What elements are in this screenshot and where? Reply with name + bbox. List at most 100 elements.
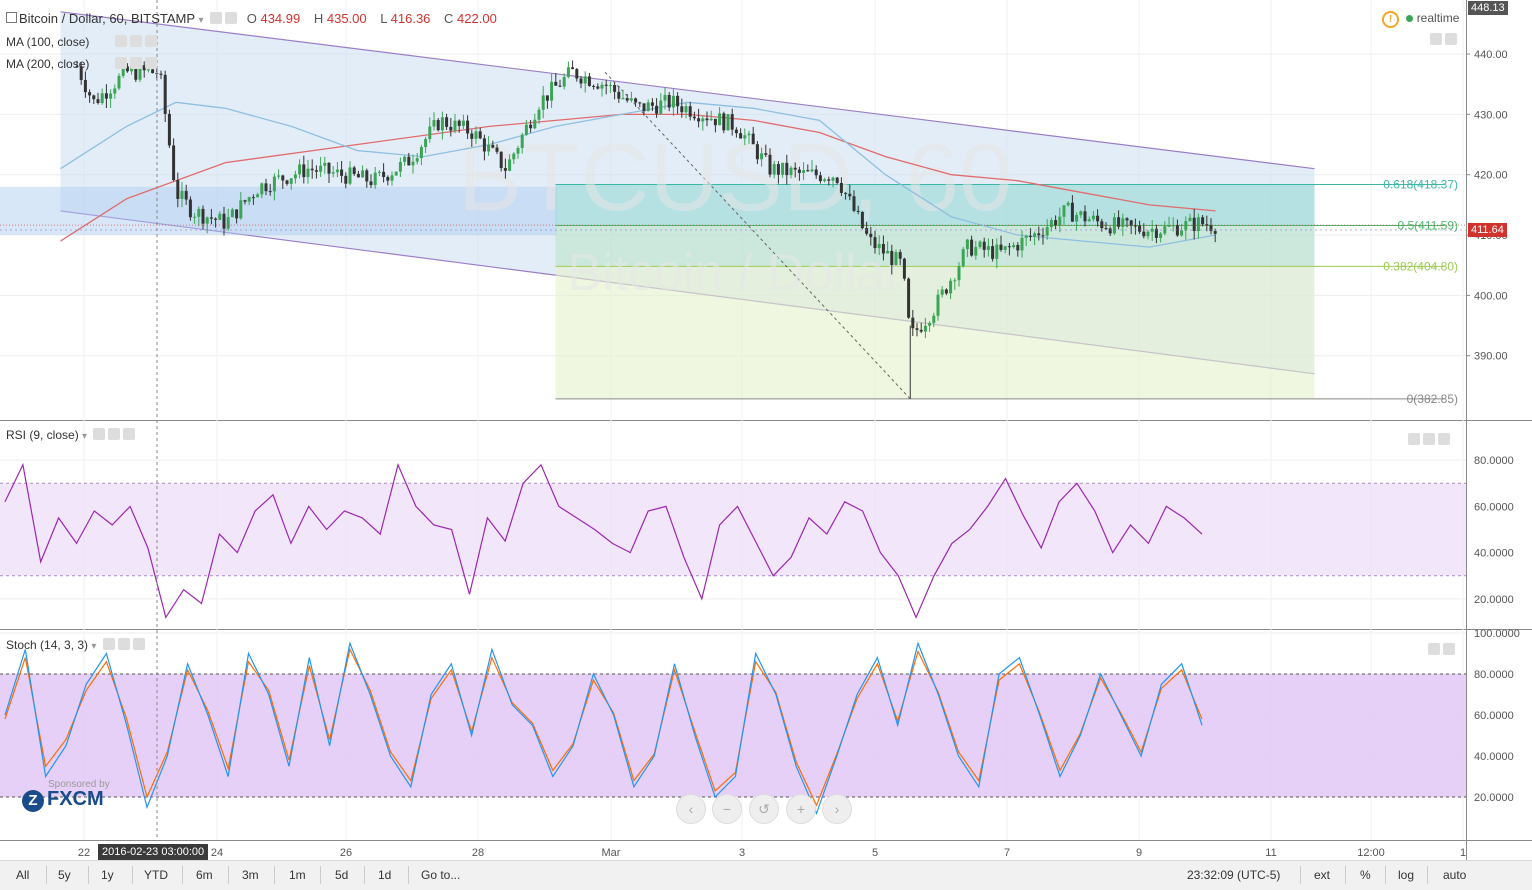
close-icon[interactable] xyxy=(132,638,145,650)
range-ytd-button[interactable]: YTD xyxy=(144,868,168,882)
stoch-legend[interactable]: Stoch (14, 3, 3) ▾ xyxy=(6,638,145,652)
chart-canvas[interactable]: 0.618(418.37) 0.5(411.59) 0.382(404.80) 0(3… xyxy=(0,0,1532,860)
close-icon[interactable] xyxy=(144,35,157,47)
symbol-header[interactable]: Bitcoin / Dollar, 60, BITSTAMP ▾ O 434.9… xyxy=(6,11,501,26)
candle-body xyxy=(176,180,180,199)
time-tick-label: 1 xyxy=(1460,847,1466,859)
range-1y-button[interactable]: 1y xyxy=(101,868,114,882)
time-tick-label: 12:00 xyxy=(1357,847,1385,859)
toolbar-divider xyxy=(320,866,321,884)
gear-icon[interactable] xyxy=(225,12,238,24)
arrow-up-icon[interactable] xyxy=(1430,33,1442,45)
candle-body xyxy=(1146,231,1150,237)
close-icon[interactable] xyxy=(1438,433,1450,445)
arrow-down-icon[interactable] xyxy=(1445,33,1457,45)
candle-body xyxy=(1083,211,1087,222)
range-1m-button[interactable]: 1m xyxy=(289,868,306,882)
close-icon[interactable] xyxy=(123,428,136,440)
ma100-legend[interactable]: MA (100, close) xyxy=(6,35,157,49)
gear-icon[interactable] xyxy=(117,638,130,650)
candle-body xyxy=(214,218,218,220)
gear-icon[interactable] xyxy=(129,57,142,69)
auto-toggle[interactable]: auto xyxy=(1443,868,1467,882)
chevron-down-icon[interactable]: ▾ xyxy=(91,641,97,652)
log-toggle[interactable]: log xyxy=(1398,868,1415,882)
candle-body xyxy=(743,135,747,139)
candle-body xyxy=(688,106,692,117)
pane-controls[interactable] xyxy=(1427,31,1457,49)
stoch-band-fill xyxy=(0,674,1466,797)
fib-level-label: 0.5(411.59) xyxy=(1398,218,1459,232)
scroll-right-button[interactable]: › xyxy=(822,794,852,824)
candle-body xyxy=(562,76,566,87)
candle-body xyxy=(382,171,386,177)
range-6m-button[interactable]: 6m xyxy=(196,868,213,882)
candle-body xyxy=(193,216,197,218)
eye-icon[interactable] xyxy=(102,638,115,650)
range-1d-button[interactable]: 1d xyxy=(378,868,392,882)
eye-icon[interactable] xyxy=(114,57,127,69)
stoch-label[interactable]: Stoch (14, 3, 3) xyxy=(6,638,89,652)
ma200-legend[interactable]: MA (200, close) xyxy=(6,57,157,71)
candle-body xyxy=(461,120,465,126)
scroll-left-button[interactable]: − xyxy=(712,794,742,824)
zoom-out-button[interactable]: ‹ xyxy=(676,794,706,824)
fxcm-logo: Z FXCM xyxy=(22,788,110,812)
candle-body xyxy=(172,145,176,181)
candle-body xyxy=(520,134,524,149)
arrow-up-icon[interactable] xyxy=(1408,433,1420,445)
symbol-title[interactable]: Bitcoin / Dollar, 60, BITSTAMP xyxy=(19,11,195,26)
collapse-icon[interactable] xyxy=(6,12,17,23)
range-all-button[interactable]: All xyxy=(16,868,30,882)
fib-zone-500-382 xyxy=(555,225,1315,267)
chevron-down-icon[interactable]: ▾ xyxy=(198,15,204,26)
candle-body xyxy=(268,191,272,193)
ma200-label[interactable]: MA (200, close) xyxy=(6,57,90,71)
candle-body xyxy=(625,98,629,101)
fib-level-label: 0(382.85) xyxy=(1407,392,1458,406)
candle-body xyxy=(272,176,276,192)
candle-body xyxy=(671,95,675,108)
gear-icon[interactable] xyxy=(108,428,121,440)
candle-body xyxy=(877,243,881,249)
alert-icon[interactable]: ! xyxy=(1382,11,1399,28)
stoch-pane-controls[interactable] xyxy=(1425,641,1455,659)
drawing-overlays[interactable]: 0.618(418.37) 0.5(411.59) 0.382(404.80) 0(3… xyxy=(0,11,1459,406)
candle-body xyxy=(1167,225,1171,227)
candle-body xyxy=(1188,217,1192,222)
gear-icon[interactable] xyxy=(129,35,142,47)
goto-date-button[interactable]: Go to... xyxy=(421,868,461,882)
eye-icon[interactable] xyxy=(210,12,223,24)
eye-icon[interactable] xyxy=(114,35,127,47)
percent-toggle[interactable]: % xyxy=(1360,868,1371,882)
rsi-label[interactable]: RSI (9, close) xyxy=(6,428,79,442)
ext-toggle[interactable]: ext xyxy=(1314,868,1331,882)
candle-body xyxy=(592,85,596,87)
ma100-label[interactable]: MA (100, close) xyxy=(6,35,90,49)
candle-body xyxy=(331,172,335,174)
candle-body xyxy=(88,92,92,96)
close-icon[interactable] xyxy=(144,57,157,69)
candle-body xyxy=(197,208,201,217)
close-icon[interactable] xyxy=(1443,643,1455,655)
range-3m-button[interactable]: 3m xyxy=(242,868,259,882)
candle-body xyxy=(1121,218,1125,227)
arrow-up-icon[interactable] xyxy=(1428,643,1440,655)
range-5y-button[interactable]: 5y xyxy=(58,868,71,882)
zoom-in-button[interactable]: + xyxy=(786,794,816,824)
candle-body xyxy=(890,250,894,266)
reset-button[interactable]: ↺ xyxy=(749,794,779,824)
sponsor-logo[interactable]: Sponsored by Z FXCM xyxy=(22,779,110,812)
candle-body xyxy=(1129,220,1133,226)
eye-icon[interactable] xyxy=(93,428,106,440)
arrow-down-icon[interactable] xyxy=(1423,433,1435,445)
candle-body xyxy=(1075,214,1079,222)
candle-body xyxy=(453,120,457,131)
candle-body xyxy=(117,75,121,89)
candle-body xyxy=(323,162,327,166)
candle-body xyxy=(512,153,516,160)
rsi-legend[interactable]: RSI (9, close) ▾ xyxy=(6,428,136,442)
chevron-down-icon[interactable]: ▾ xyxy=(82,431,88,442)
range-5d-button[interactable]: 5d xyxy=(335,868,349,882)
rsi-pane-controls[interactable] xyxy=(1405,431,1450,449)
